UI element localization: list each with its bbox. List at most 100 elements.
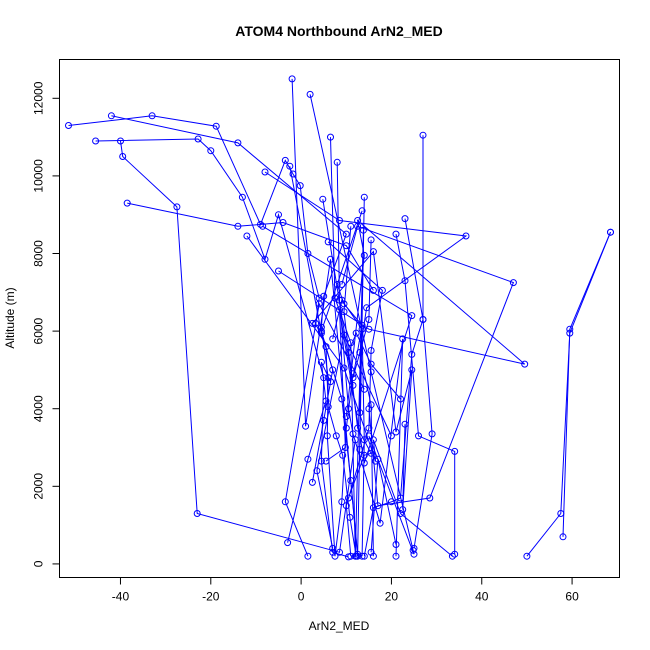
data-point <box>342 413 350 420</box>
data-point <box>193 510 201 517</box>
data-point <box>331 294 339 302</box>
data-point <box>304 455 312 463</box>
x-axis: -40 -20 0 20 40 60 <box>112 577 579 604</box>
series <box>261 168 470 560</box>
data-point <box>317 327 325 335</box>
series <box>117 137 359 556</box>
data-point <box>397 510 404 517</box>
data-point <box>340 364 348 372</box>
series <box>338 222 517 510</box>
data-point <box>284 539 292 547</box>
data-point <box>399 506 407 514</box>
y-tick-label: 4000 <box>32 395 46 422</box>
data-point <box>369 248 377 256</box>
data-point <box>451 447 459 455</box>
data-point <box>360 552 368 560</box>
data-point <box>607 228 614 236</box>
data-point <box>392 541 400 548</box>
data-point <box>360 385 368 393</box>
y-axis: 0 2000 4000 6000 8000 10000 12000 <box>32 81 60 567</box>
series-line <box>526 232 611 557</box>
data-point <box>327 133 334 141</box>
data-point <box>336 548 343 556</box>
series <box>275 217 529 420</box>
x-tick-label: 40 <box>475 590 489 604</box>
data-point <box>365 405 373 413</box>
series <box>392 230 459 558</box>
series-line <box>312 250 413 510</box>
data-point <box>234 222 242 230</box>
data-point <box>341 444 349 451</box>
series-line <box>370 459 397 553</box>
series <box>313 331 395 552</box>
series-line <box>68 115 357 557</box>
data-point <box>374 455 382 463</box>
series-line <box>246 235 453 557</box>
data-point <box>369 552 377 560</box>
data-point <box>342 502 350 510</box>
series <box>65 112 360 560</box>
y-tick-label: 0 <box>32 560 46 567</box>
x-tick-label: 60 <box>565 590 579 604</box>
data-point <box>401 420 409 428</box>
data-point <box>351 552 359 560</box>
series-line <box>332 298 365 557</box>
y-tick-label: 12000 <box>32 81 46 115</box>
x-tick-label: -40 <box>112 590 130 604</box>
data-point <box>358 207 366 215</box>
data-point <box>408 312 416 320</box>
data-point <box>279 219 287 226</box>
data-point <box>243 232 251 240</box>
data-point <box>365 325 373 333</box>
data-point <box>367 449 375 457</box>
y-tick-label: 8000 <box>32 240 46 267</box>
series-line <box>316 333 392 549</box>
data-point <box>419 131 427 139</box>
series <box>329 296 368 560</box>
data-point <box>212 122 220 130</box>
data-point <box>367 548 375 556</box>
data-point <box>123 199 131 207</box>
data-point <box>319 195 327 203</box>
data-point <box>332 432 340 440</box>
data-point <box>117 137 124 145</box>
data-point <box>367 401 375 409</box>
data-point <box>329 366 337 374</box>
data-point <box>329 544 337 552</box>
data-point <box>339 451 347 459</box>
data-point <box>401 277 409 285</box>
data-point <box>378 286 386 294</box>
data-point <box>234 139 242 147</box>
series-line <box>395 234 456 555</box>
data-point <box>401 215 409 223</box>
data-point <box>317 358 325 366</box>
data-point <box>275 267 282 275</box>
series-line <box>264 171 468 557</box>
data-point <box>322 397 330 405</box>
data-point <box>419 316 427 323</box>
series-line <box>287 361 331 543</box>
data-point <box>347 222 355 230</box>
data-point <box>392 428 400 436</box>
data-point <box>342 230 350 238</box>
data-point <box>338 498 346 506</box>
series-line <box>120 140 356 553</box>
data-point <box>369 504 377 512</box>
x-axis-label: ArN2_MED <box>309 619 370 633</box>
y-tick-label: 6000 <box>32 317 46 344</box>
data-point <box>399 335 407 343</box>
y-axis-label: Altitude (m) <box>3 287 17 348</box>
series-layer <box>65 75 614 561</box>
data-point <box>367 347 375 354</box>
data-point <box>329 335 337 343</box>
data-point <box>304 552 312 560</box>
data-point <box>360 251 368 259</box>
data-point <box>238 193 246 201</box>
data-point <box>304 250 312 257</box>
series <box>259 222 416 467</box>
data-point <box>296 182 304 190</box>
series-line <box>341 225 515 507</box>
x-tick-label: 20 <box>385 590 399 604</box>
data-point <box>349 430 357 438</box>
data-point <box>387 498 395 506</box>
